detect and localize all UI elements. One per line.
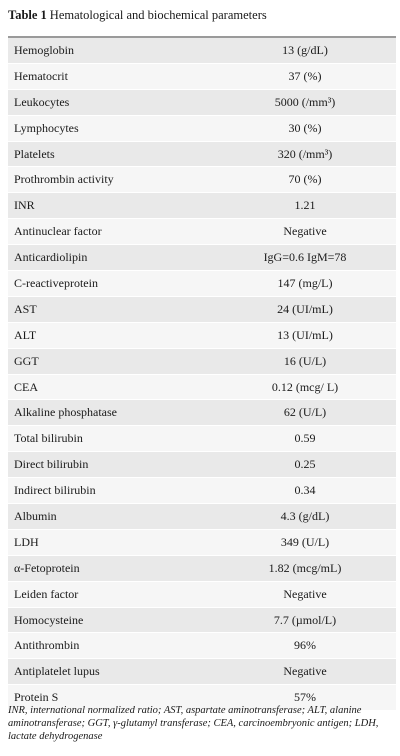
parameter-value: 147 (mg/L) <box>224 270 396 297</box>
parameter-value: Negative <box>224 581 396 608</box>
table-row: Albumin 4.3 (g/dL) <box>8 503 396 530</box>
parameter-name: Antithrombin <box>8 632 224 660</box>
parameter-name: Total bilirubin <box>8 425 224 453</box>
parameter-name: Leukocytes <box>8 89 224 116</box>
parameter-name: C-reactiveprotein <box>8 270 224 297</box>
parameter-value: 13 (g/dL) <box>224 37 396 64</box>
parameter-value: 37 (%) <box>224 63 396 90</box>
table-row: Total bilirubin 0.59 <box>8 425 396 453</box>
table-row: Hematocrit 37 (%) <box>8 63 396 90</box>
parameter-value: IgG=0.6 IgM=78 <box>224 244 396 272</box>
parameter-name: Homocysteine <box>8 607 224 634</box>
parameter-name: Anticardiolipin <box>8 244 224 272</box>
parameter-value: 4.3 (g/dL) <box>224 503 396 530</box>
table-row: C-reactiveprotein 147 (mg/L) <box>8 270 396 297</box>
parameter-name: α-Fetoprotein <box>8 555 224 582</box>
table-row: Protein S 57% <box>8 684 396 712</box>
parameter-value: 1.82 (mcg/mL) <box>224 555 396 582</box>
parameter-name: Hemoglobin <box>8 37 224 64</box>
parameter-value: 7.7 (µmol/L) <box>224 607 396 634</box>
parameter-value: 96% <box>224 632 396 660</box>
parameter-name: ALT <box>8 322 224 349</box>
table-row: Anticardiolipin IgG=0.6 IgM=78 <box>8 244 396 272</box>
parameter-value: 0.12 (mcg/ L) <box>224 374 396 401</box>
parameter-value: 5000 (/mm³) <box>224 89 396 116</box>
table-row: Direct bilirubin 0.25 <box>8 451 396 479</box>
table-row: α-Fetoprotein 1.82 (mcg/mL) <box>8 555 396 582</box>
parameter-value: 62 (U/L) <box>224 399 396 427</box>
table-row: Platelets 320 (/mm³) <box>8 141 396 168</box>
table-row: Antiplatelet lupus Negative <box>8 658 396 686</box>
table-row: Homocysteine 7.7 (µmol/L) <box>8 607 396 634</box>
parameter-value: 0.34 <box>224 477 396 505</box>
parameter-name: Platelets <box>8 141 224 168</box>
table-row: INR 1.21 <box>8 192 396 220</box>
table-row: AST 24 (UI/mL) <box>8 296 396 323</box>
table-row: Hemoglobin 13 (g/dL) <box>8 37 396 64</box>
parameter-name: Antinuclear factor <box>8 218 224 246</box>
table-row: Lymphocytes 30 (%) <box>8 115 396 142</box>
parameter-name: AST <box>8 296 224 323</box>
table-row: Indirect bilirubin 0.34 <box>8 477 396 505</box>
parameter-name: Protein S <box>8 684 224 712</box>
parameter-value: 0.25 <box>224 451 396 479</box>
table-row: LDH 349 (U/L) <box>8 529 396 556</box>
caption-label: Table 1 <box>8 8 47 22</box>
parameter-value: 0.59 <box>224 425 396 453</box>
parameter-value: 320 (/mm³) <box>224 141 396 168</box>
parameter-value: 30 (%) <box>224 115 396 142</box>
parameter-name: CEA <box>8 374 224 401</box>
table-row: Antinuclear factor Negative <box>8 218 396 246</box>
parameter-name: Hematocrit <box>8 63 224 90</box>
parameter-name: GGT <box>8 348 224 375</box>
table-row: Antithrombin 96% <box>8 632 396 660</box>
table-row: Leiden factor Negative <box>8 581 396 608</box>
parameter-name: Albumin <box>8 503 224 530</box>
parameters-table: Hemoglobin 13 (g/dL) Hematocrit 37 (%) Leuko… <box>8 36 396 712</box>
parameter-value: 13 (UI/mL) <box>224 322 396 349</box>
parameter-value: 57% <box>224 684 396 712</box>
parameter-value: 349 (U/L) <box>224 529 396 556</box>
parameter-name: LDH <box>8 529 224 556</box>
table-row: Leukocytes 5000 (/mm³) <box>8 89 396 116</box>
parameter-name: Leiden factor <box>8 581 224 608</box>
parameter-name: Antiplatelet lupus <box>8 658 224 686</box>
parameter-value: 16 (U/L) <box>224 348 396 375</box>
parameter-value: 70 (%) <box>224 166 396 194</box>
parameter-name: Prothrombin activity <box>8 166 224 194</box>
footnote: INR, international normalized ratio; AST… <box>8 705 379 742</box>
parameter-name: INR <box>8 192 224 220</box>
parameter-name: Indirect bilirubin <box>8 477 224 505</box>
parameter-value: Negative <box>224 658 396 686</box>
table-caption: Table 1 Hematological and biochemical par… <box>8 8 267 23</box>
table-row: Prothrombin activity 70 (%) <box>8 166 396 194</box>
parameter-name: Direct bilirubin <box>8 451 224 479</box>
table-row: Alkaline phosphatase 62 (U/L) <box>8 399 396 427</box>
table-row: GGT 16 (U/L) <box>8 348 396 375</box>
caption-text: Hematological and biochemical parameters <box>49 8 267 22</box>
table-row: ALT 13 (UI/mL) <box>8 322 396 349</box>
parameter-name: Lymphocytes <box>8 115 224 142</box>
parameter-value: 1.21 <box>224 192 396 220</box>
table-row: CEA 0.12 (mcg/ L) <box>8 374 396 401</box>
parameter-value: 24 (UI/mL) <box>224 296 396 323</box>
parameter-value: Negative <box>224 218 396 246</box>
parameter-name: Alkaline phosphatase <box>8 399 224 427</box>
